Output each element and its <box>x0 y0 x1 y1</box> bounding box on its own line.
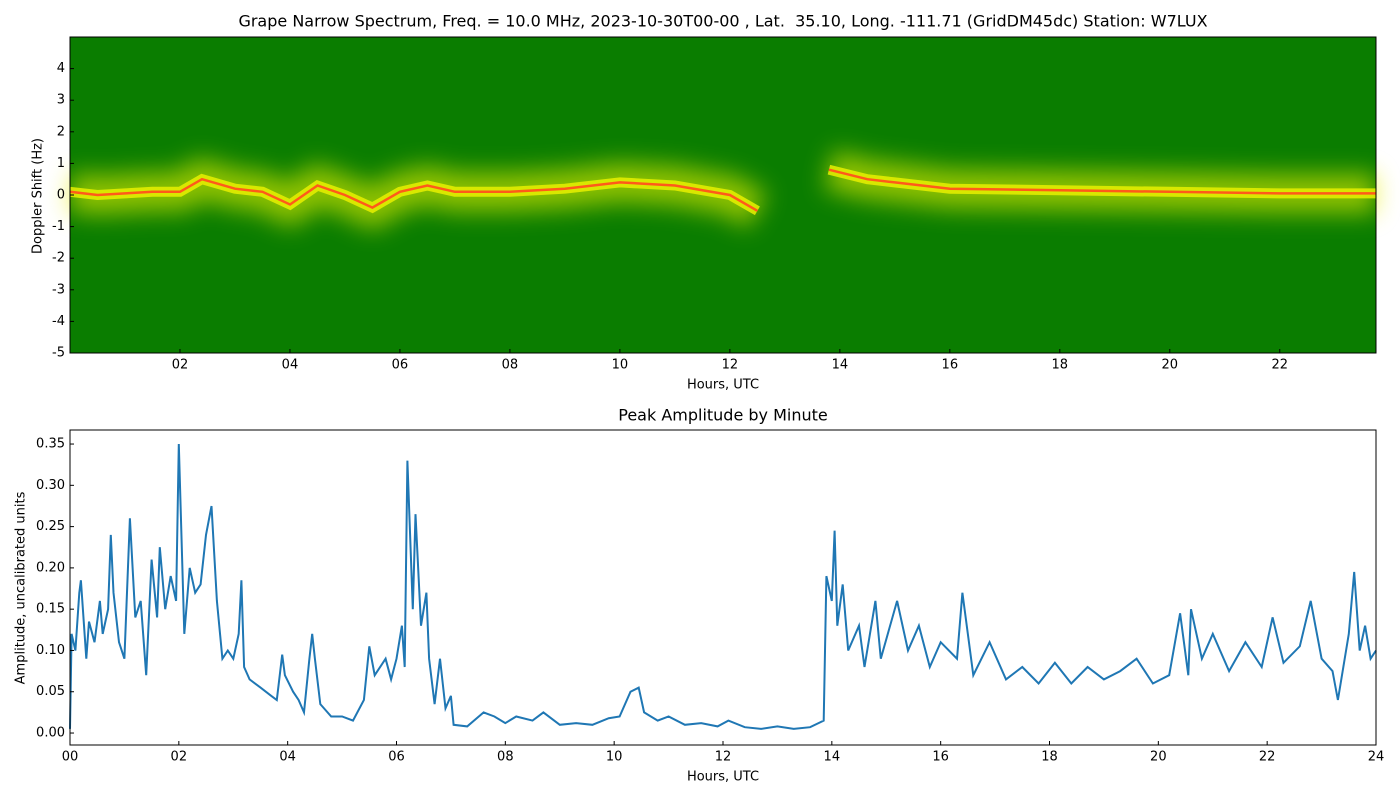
y-tick-label: 0.10 <box>36 643 65 658</box>
x-tick-label: 02 <box>171 750 188 765</box>
x-tick-label: 24 <box>1368 750 1385 765</box>
y-tick-label: -2 <box>52 251 65 266</box>
x-tick-label: 14 <box>824 750 841 765</box>
x-tick-label: 06 <box>388 750 405 765</box>
x-tick-label: 04 <box>279 750 296 765</box>
y-tick-label: 2 <box>57 124 65 139</box>
x-tick-label: 18 <box>1041 750 1058 765</box>
x-axis-label: Hours, UTC <box>687 378 759 393</box>
x-tick-label: 16 <box>942 358 959 373</box>
y-tick-label: 0.30 <box>36 478 65 493</box>
y-axis-label: Doppler Shift (Hz) <box>31 138 46 254</box>
y-tick-label: -5 <box>52 346 65 361</box>
y-tick-label: 0.25 <box>36 519 65 534</box>
y-tick-label: -4 <box>52 314 65 329</box>
x-tick-label: 12 <box>722 358 739 373</box>
x-tick-label: 08 <box>497 750 514 765</box>
y-tick-label: 0.00 <box>36 726 65 741</box>
x-tick-label: 10 <box>606 750 623 765</box>
x-tick-label: 00 <box>62 750 79 765</box>
x-tick-label: 22 <box>1271 358 1288 373</box>
y-tick-label: -1 <box>52 219 65 234</box>
y-tick-label: 0.05 <box>36 684 65 699</box>
x-tick-label: 06 <box>392 358 409 373</box>
x-tick-label: 10 <box>612 358 629 373</box>
chart-title: Peak Amplitude by Minute <box>618 406 828 425</box>
amplitude-line <box>69 443 1377 730</box>
y-tick-label: 0 <box>57 188 65 203</box>
x-tick-label: 12 <box>715 750 732 765</box>
y-tick-label: 0.35 <box>36 437 65 452</box>
plot-frame <box>69 429 1377 746</box>
y-tick-label: 0.15 <box>36 602 65 617</box>
x-tick-label: 14 <box>832 358 849 373</box>
x-tick-label: 02 <box>172 358 189 373</box>
doppler-trace <box>69 168 1376 212</box>
y-tick-label: 1 <box>57 156 65 171</box>
x-axis-label: Hours, UTC <box>687 770 759 785</box>
x-tick-label: 04 <box>282 358 299 373</box>
y-axis-label: Amplitude, uncalibrated units <box>14 491 29 684</box>
x-tick-label: 20 <box>1150 750 1167 765</box>
x-tick-label: 20 <box>1162 358 1179 373</box>
x-tick-label: 08 <box>502 358 519 373</box>
y-tick-label: 0.20 <box>36 560 65 575</box>
x-tick-label: 18 <box>1052 358 1069 373</box>
y-tick-label: -3 <box>52 282 65 297</box>
y-tick-label: 3 <box>57 93 65 108</box>
x-tick-label: 22 <box>1259 750 1276 765</box>
y-tick-label: 4 <box>57 61 65 76</box>
x-tick-label: 16 <box>932 750 949 765</box>
chart-title: Grape Narrow Spectrum, Freq. = 10.0 MHz,… <box>238 12 1207 31</box>
